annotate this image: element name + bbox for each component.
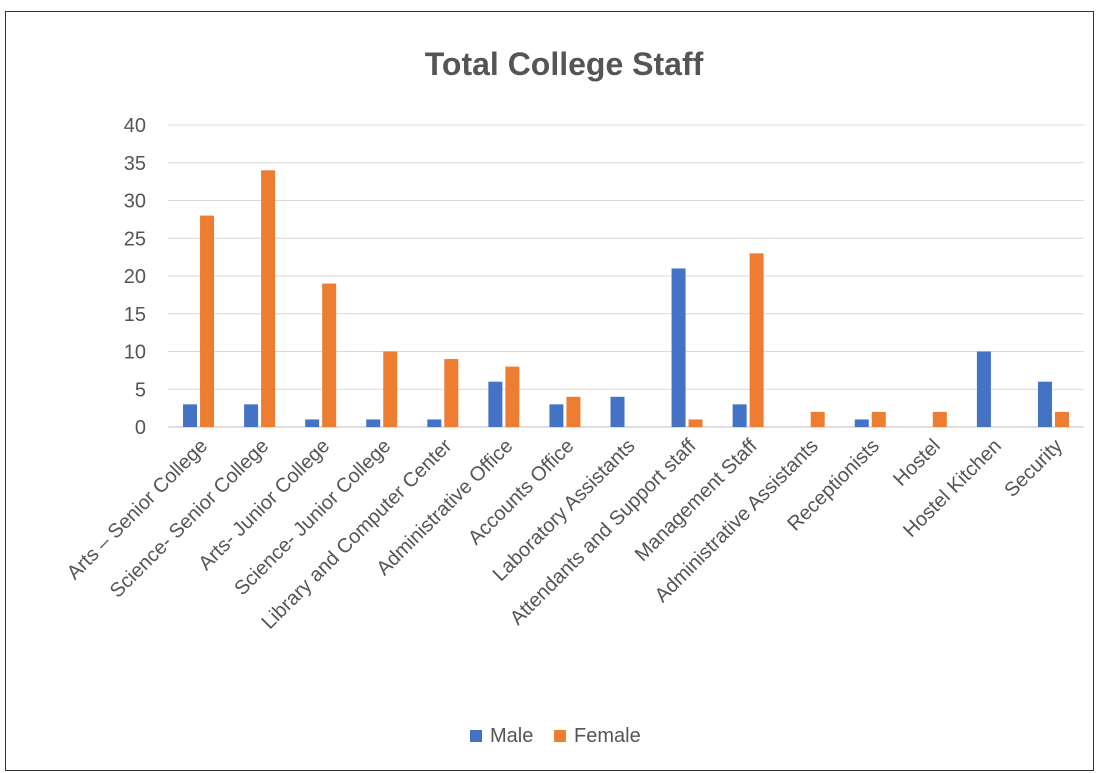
y-axis-ticks: 0 5 10 15 20 25 30 35 40 bbox=[124, 115, 146, 439]
y-tick-label: 35 bbox=[124, 153, 146, 175]
bar-female-4 bbox=[444, 359, 459, 427]
bar-female-6 bbox=[566, 396, 581, 427]
bar-male-6 bbox=[549, 404, 564, 427]
y-tick-label: 5 bbox=[135, 379, 146, 401]
legend-swatch-female bbox=[554, 730, 566, 742]
bar-female-9 bbox=[749, 253, 764, 427]
legend-label-male: Male bbox=[490, 725, 533, 747]
y-tick-label: 40 bbox=[124, 115, 146, 137]
bar-male-11 bbox=[854, 419, 869, 427]
x-tick-label: Hostel bbox=[889, 435, 945, 491]
bar-female-11 bbox=[871, 411, 886, 427]
bar-male-0 bbox=[183, 404, 198, 427]
bar-female-8 bbox=[688, 419, 703, 427]
bar-female-14 bbox=[1054, 411, 1069, 427]
bar-female-12 bbox=[932, 411, 947, 427]
y-tick-label: 10 bbox=[124, 342, 146, 364]
bar-male-2 bbox=[305, 419, 320, 427]
bar-male-4 bbox=[427, 419, 442, 427]
y-tick-label: 15 bbox=[124, 304, 146, 326]
y-tick-label: 25 bbox=[124, 228, 146, 250]
bar-male-5 bbox=[488, 381, 503, 427]
chart-title: Total College Staff bbox=[425, 46, 704, 82]
bars bbox=[183, 170, 1069, 428]
chart-frame bbox=[5, 11, 1094, 771]
y-tick-label: 30 bbox=[124, 191, 146, 213]
x-tick-label: Security bbox=[1000, 435, 1067, 502]
y-tick-label: 20 bbox=[124, 266, 146, 288]
bar-female-2 bbox=[322, 283, 337, 427]
gridlines bbox=[168, 124, 1084, 428]
bar-female-5 bbox=[505, 366, 520, 427]
y-tick-label: 0 bbox=[135, 417, 146, 439]
bar-female-3 bbox=[383, 351, 398, 427]
legend-swatch-male bbox=[470, 730, 482, 742]
bar-male-14 bbox=[1037, 381, 1052, 427]
bar-female-0 bbox=[200, 215, 215, 427]
x-tick-label: Accounts Office bbox=[464, 435, 578, 549]
bar-male-8 bbox=[671, 268, 686, 427]
bar-male-3 bbox=[366, 419, 381, 427]
bar-female-10 bbox=[810, 411, 825, 427]
legend-label-female: Female bbox=[574, 725, 641, 747]
bar-male-7 bbox=[610, 396, 625, 427]
bar-male-1 bbox=[244, 404, 259, 427]
bar-female-1 bbox=[261, 170, 276, 428]
legend: Male Female bbox=[470, 725, 641, 747]
bar-male-9 bbox=[732, 404, 747, 427]
bar-male-13 bbox=[976, 351, 991, 427]
